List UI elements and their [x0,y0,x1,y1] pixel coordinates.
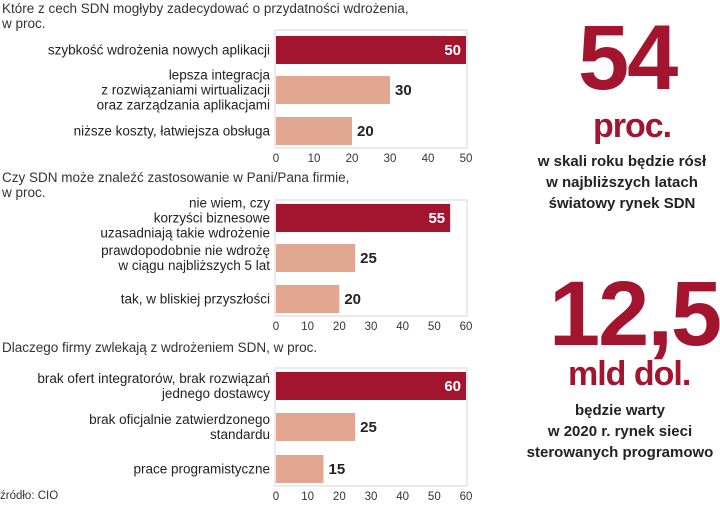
chart-1-tick-label: 10 [308,153,321,165]
chart-1-value-label: 30 [395,82,412,99]
chart-2-bar [276,244,356,272]
chart-3-tick-label: 60 [460,491,473,503]
chart-2-category-label: tak, w bliskiej przyszłości [121,292,270,307]
chart-2-tick-label: 0 [273,321,279,333]
chart-2-value-label: 20 [344,291,361,308]
chart-1-category-label: lepsza integracja z rozwiązaniami wirtual… [97,68,271,113]
chart-1-tick-label: 20 [346,153,359,165]
chart-1-bar [276,36,466,64]
chart-3-tick-label: 40 [396,491,409,503]
chart-3-bar [276,372,466,400]
chart-3-tick-label: 20 [333,491,346,503]
chart-3-tick-label: 50 [428,491,441,503]
chart-2-category-label: prawdopodobnie nie wdrożę w ciągu najbliż… [101,243,270,273]
chart-1-value-label: 20 [357,123,374,140]
chart-3-value-label: 15 [329,461,346,478]
chart-2-tick-label: 50 [428,321,441,333]
chart-1-tick-label: 50 [460,153,473,165]
chart-2-category-label: nie wiem, czy korzyści biznesowe uzasadnia… [100,196,270,241]
fact-1-text: w skali roku będzie rósł w najbliższych l… [537,153,707,212]
chart-1-value-label: 50 [444,42,461,59]
chart-3-title: Dlaczego firmy zwlekają z wdrożeniem SDN… [2,340,318,355]
chart-1-tick-label: 0 [273,153,279,165]
chart-3-frame [274,367,468,487]
chart-1-tick-label: 30 [384,153,397,165]
chart-2-value-label: 55 [428,210,445,227]
chart-3-tick-label: 30 [365,491,378,503]
chart-3-category-label: brak oficjalnie zatwierdzonego standardu [89,412,270,442]
chart-2-bar [276,204,451,232]
chart-3-bar [276,413,356,441]
chart-3-bar [276,455,324,483]
chart-1-category-label: szybkość wdrożenia nowych aplikacji [48,43,270,58]
chart-2-tick-label: 20 [333,321,346,333]
chart-3-tick-label: 0 [273,491,279,503]
chart-2-value-label: 25 [360,250,377,267]
chart-3-value-label: 25 [360,419,377,436]
chart-2-bar [276,285,340,313]
chart-1-title: Które z cech SDN mogłyby zadecydować o p… [2,1,409,31]
chart-2-tick-label: 30 [365,321,378,333]
chart-3-value-label: 60 [444,378,461,395]
chart-1-frame [274,29,468,149]
fact-1-unit: proc. [593,107,672,145]
source-note: źródło: CIO [0,490,59,502]
chart-1-bar [276,117,352,145]
chart-2-tick-label: 40 [396,321,409,333]
chart-1-tick-label: 40 [422,153,435,165]
chart-2-tick-label: 60 [460,321,473,333]
chart-1-bar [276,76,390,104]
chart-3-category-label: prace programistyczne [133,462,270,477]
chart-2-frame [274,199,468,317]
fact-1-number: 54 [578,7,678,109]
fact-2-unit: mld dol. [568,355,691,393]
chart-2-tick-label: 10 [301,321,314,333]
chart-3-tick-label: 10 [301,491,314,503]
fact-2-number: 12,5 [549,263,720,365]
chart-3-category-label: brak ofert integratorów, brak rozwiązań j… [37,371,270,401]
chart-2-title: Czy SDN może znaleźć zastosowanie w Pani… [2,170,350,200]
chart-1-category-label: niższe koszty, łatwiejsza obsługa [74,124,271,139]
fact-2-text: będzie warty w 2020 r. rynek sieci sterowa… [526,402,714,461]
